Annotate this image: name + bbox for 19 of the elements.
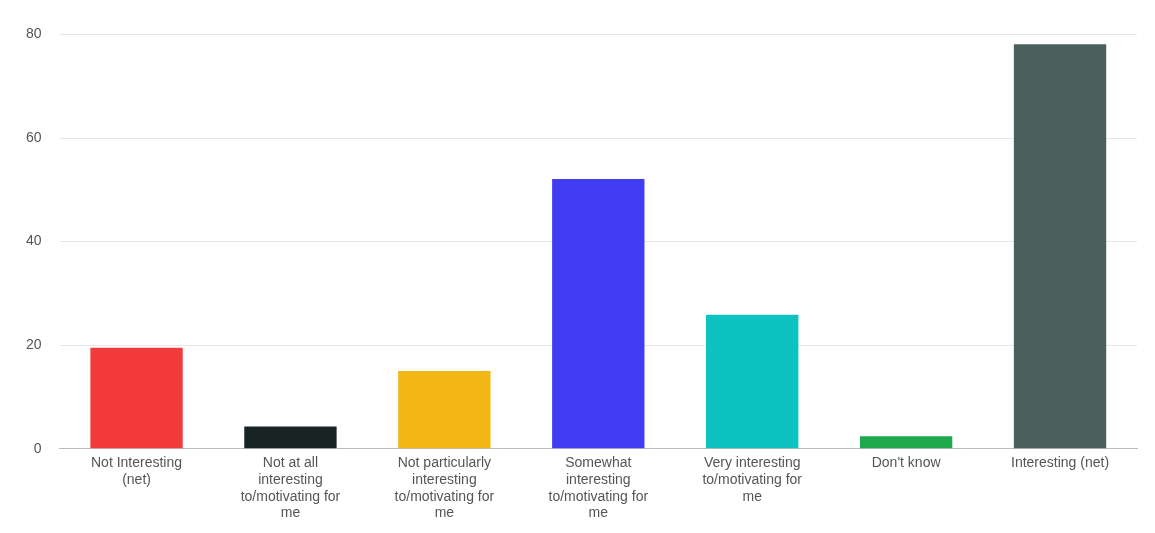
x-tick-label: Not Interesting (net) — [91, 454, 183, 487]
bar — [706, 314, 799, 449]
y-tick-label: 0 — [33, 439, 42, 456]
bar — [90, 347, 183, 449]
bar — [1013, 44, 1107, 449]
x-tick-label: Interesting (net) — [1011, 454, 1110, 471]
bar — [859, 436, 953, 449]
y-tick-label: 60 — [25, 128, 42, 145]
x-tick-label: Don't know — [871, 454, 942, 471]
x-tick-label: Somewhat interesting to/motivating for me — [548, 454, 649, 521]
bar — [244, 426, 337, 449]
y-tick-label: 20 — [25, 336, 42, 353]
x-tick-label: Very interesting to/motivating for me — [702, 454, 803, 504]
x-tick-label: Not particularly interesting to/motivating for me — [394, 454, 495, 521]
y-tick-label: 40 — [25, 232, 42, 249]
bar — [398, 371, 491, 449]
y-tick-label: 80 — [25, 25, 42, 42]
bar — [552, 178, 645, 449]
x-tick-label: Not at all interesting to/motivating for me — [240, 454, 341, 521]
